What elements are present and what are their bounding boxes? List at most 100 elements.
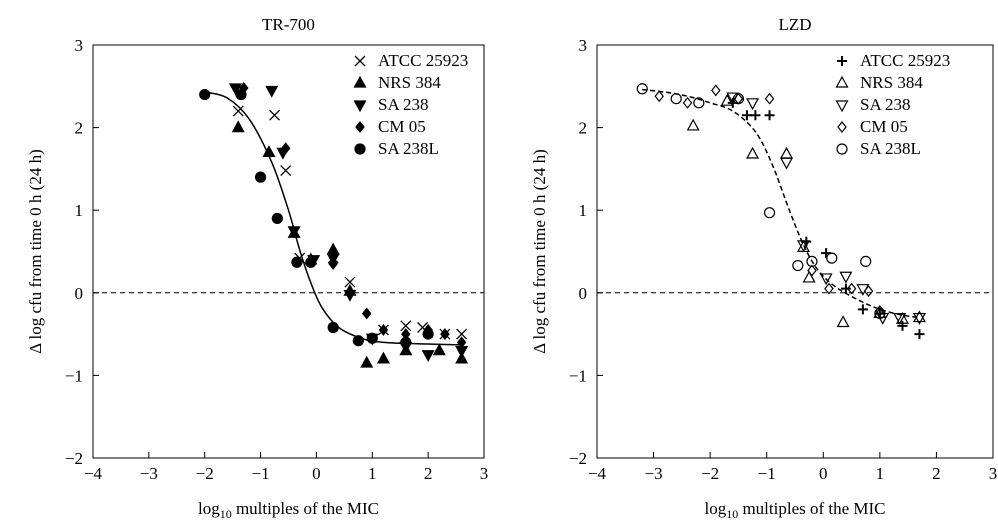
x-tick-label: −3 [140,464,158,483]
data-point [914,329,925,340]
data-point [893,312,907,325]
legend-marker [835,100,849,113]
x-tick-label: −1 [252,464,270,483]
data-point [456,328,468,340]
legend-label: SA 238 [378,95,429,114]
data-point [328,257,338,270]
data-point [693,97,705,109]
data-point [343,289,357,302]
y-tick-label: 3 [75,36,84,55]
x-tick-label: 1 [368,464,377,483]
data-point [254,171,267,183]
data-point [271,212,283,225]
data-point [897,320,908,331]
data-point [732,93,745,105]
legend: ATCC 25923 NRS 384 SA 238 CM 05 SA 238L [353,51,468,158]
panel-lzd: LZD −4 −3 −2 −1 0 1 2 3 −2 −1 0 1 2 3 log10 multiples o… [530,15,997,521]
x-tick-label: −2 [701,464,719,483]
data-point [432,343,446,356]
data-point [422,328,434,340]
data-point [682,96,693,109]
data-point [720,93,734,106]
data-point [819,273,833,286]
legend: ATCC 25923 NRS 384 SA 238 CM 05 SA 238L [835,51,950,158]
legend-label: SA 238L [378,139,439,158]
legend-marker [355,121,365,133]
data-point [763,207,776,219]
legend-label: ATCC 25923 [378,51,468,70]
legend-label: NRS 384 [378,73,441,92]
data-point [378,324,389,336]
x-tick-label: −1 [758,464,776,483]
y-tick-label: 1 [75,201,84,220]
data-point [291,256,303,268]
data-point [400,336,412,348]
data-point [670,93,682,105]
x-tick-label: 2 [424,464,433,483]
data-point [686,118,700,131]
legend-marker [837,56,847,66]
y-tick-label: 2 [579,119,588,138]
x-tick-label: 0 [312,464,321,483]
data-point [456,336,467,349]
data-point [912,310,926,323]
legend-label: CM 05 [378,117,426,136]
x-tick-label: 2 [932,464,941,483]
data-point [231,120,245,133]
data-point [711,84,721,97]
legend-label: SA 238 [860,95,911,114]
data-point [764,110,775,121]
data-point [455,351,469,364]
plot-frame [92,44,485,459]
data-point [305,256,317,268]
data-point [400,320,412,332]
legend-label: NRS 384 [860,73,923,92]
data-point [265,85,279,98]
legend-marker [836,143,848,155]
x-tick-label: −3 [645,464,663,483]
data-point [360,355,374,368]
y-tick-label: −1 [569,366,587,385]
data-point [326,242,340,255]
chart-title: LZD [778,15,811,34]
y-tick-label: −1 [65,366,83,385]
data-point [636,83,648,95]
y-tick-label: 3 [579,36,588,55]
data-point [746,98,760,111]
data-point [280,142,291,155]
legend-marker [354,143,366,155]
data-point [262,145,276,157]
data-point [287,226,301,239]
data-point [344,276,356,288]
data-point [863,285,874,298]
data-point [232,105,244,117]
data-point [806,255,818,268]
data-point [421,350,435,362]
x-tick-label: −4 [84,464,103,483]
data-point [836,315,850,328]
data-point [874,307,886,320]
legend-marker [353,75,367,88]
series-sa-238l [636,83,886,320]
legend-marker [354,55,366,67]
data-point [764,92,775,105]
data-point [235,88,247,101]
x-tick-label: 3 [480,464,489,483]
legend-label: SA 238L [860,139,921,158]
data-point [228,83,242,96]
panel-tr-700: TR-700 −4 −3 −2 −1 0 1 2 3 −2 −1 0 1 2 3 log10 multiple… [26,15,488,521]
y-axis-title: Δ log cfu from time 0 h (24 h) [530,149,549,354]
legend-label: CM 05 [860,117,908,136]
x-tick-label: 3 [989,464,998,483]
data-point [839,271,853,284]
data-point [327,321,339,334]
data-point [779,146,794,159]
data-point [840,283,851,294]
y-tick-label: 1 [579,201,588,220]
data-point [280,165,292,177]
data-point [741,110,752,121]
x-tick-label: 1 [876,464,885,483]
data-point [826,252,838,264]
y-tick-label: −2 [65,449,83,468]
